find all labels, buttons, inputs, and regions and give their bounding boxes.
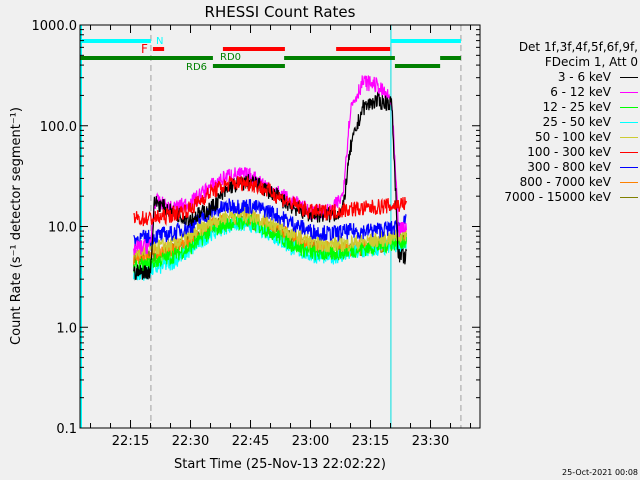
- y-tick-label: 1.0: [56, 321, 77, 336]
- legend-entry: 7000 - 15000 keV: [500, 190, 640, 205]
- legend-label: 800 - 7000 keV: [519, 175, 611, 189]
- series-line-12-25: [133, 213, 407, 276]
- legend-entry: 6 - 12 keV: [500, 85, 640, 100]
- footer-timestamp: 25-Oct-2021 00:08: [562, 468, 638, 477]
- legend-entry: 300 - 800 keV: [500, 160, 640, 175]
- legend-label: 12 - 25 keV: [542, 100, 611, 114]
- y-tick-label: 100.0: [40, 120, 77, 135]
- legend-swatch: [620, 166, 638, 169]
- legend: Det 1f,3f,4f,5f,6f,9f, FDecim 1, Att 0 3…: [500, 40, 640, 205]
- series-line-100-300: [133, 175, 407, 227]
- legend-entry: 25 - 50 keV: [500, 115, 640, 130]
- state-bar-label-rd0: RD0: [220, 52, 241, 63]
- x-tick-label: 23:15: [352, 434, 389, 449]
- x-tick-label: 22:30: [172, 434, 209, 449]
- legend-header-decimation: FDecim 1, Att 0: [544, 55, 638, 69]
- legend-swatch: [620, 136, 638, 139]
- legend-swatch: [620, 181, 638, 184]
- legend-swatch: [620, 76, 638, 79]
- y-tick-label: 0.1: [56, 422, 77, 437]
- y-axis-label: Count Rate (s⁻¹ detector segment⁻¹): [9, 107, 24, 345]
- x-tick-label: 22:45: [232, 434, 269, 449]
- legend-header-detectors: Det 1f,3f,4f,5f,6f,9f,: [518, 40, 638, 54]
- axes: 1000.0 100.0 10.0 1.0 0.1 22:15 22:30 22:45 23:0…: [32, 19, 481, 449]
- series-lines: [133, 75, 407, 281]
- legend-entry: 100 - 300 keV: [500, 145, 640, 160]
- legend-swatch: [620, 196, 638, 199]
- legend-label: 7000 - 15000 keV: [504, 190, 611, 204]
- x-tick-label: 23:30: [412, 434, 449, 449]
- legend-swatch: [620, 121, 638, 124]
- state-bar-label-rd6: RD6: [186, 62, 207, 73]
- legend-entry: 50 - 100 keV: [500, 130, 640, 145]
- x-tick-label: 22:15: [112, 434, 149, 449]
- x-axis-label: Start Time (25-Nov-13 22:02:22): [174, 457, 386, 472]
- state-bar-label-f: F: [141, 42, 148, 56]
- state-bars: NF RD0 RD6: [80, 36, 461, 73]
- legend-entry: 12 - 25 keV: [500, 100, 640, 115]
- series-line-300-800: [133, 198, 407, 247]
- legend-swatch: [620, 106, 638, 109]
- legend-entry: 800 - 7000 keV: [500, 175, 640, 190]
- legend-entry: 3 - 6 keV: [500, 70, 640, 85]
- legend-label: 100 - 300 keV: [527, 145, 611, 159]
- x-tick-label: 23:00: [292, 434, 329, 449]
- legend-label: 25 - 50 keV: [542, 115, 611, 129]
- state-bar-label-n: N: [156, 36, 163, 47]
- legend-label: 6 - 12 keV: [550, 85, 611, 99]
- legend-label: 50 - 100 keV: [534, 130, 611, 144]
- legend-label: 3 - 6 keV: [557, 70, 611, 84]
- series-line-50-100: [133, 207, 407, 260]
- y-tick-label: 10.0: [48, 221, 77, 236]
- legend-swatch: [620, 151, 638, 154]
- chart-title: RHESSI Count Rates: [205, 3, 356, 21]
- legend-swatch: [620, 91, 638, 94]
- y-tick-label: 1000.0: [32, 19, 78, 34]
- legend-label: 300 - 800 keV: [527, 160, 611, 174]
